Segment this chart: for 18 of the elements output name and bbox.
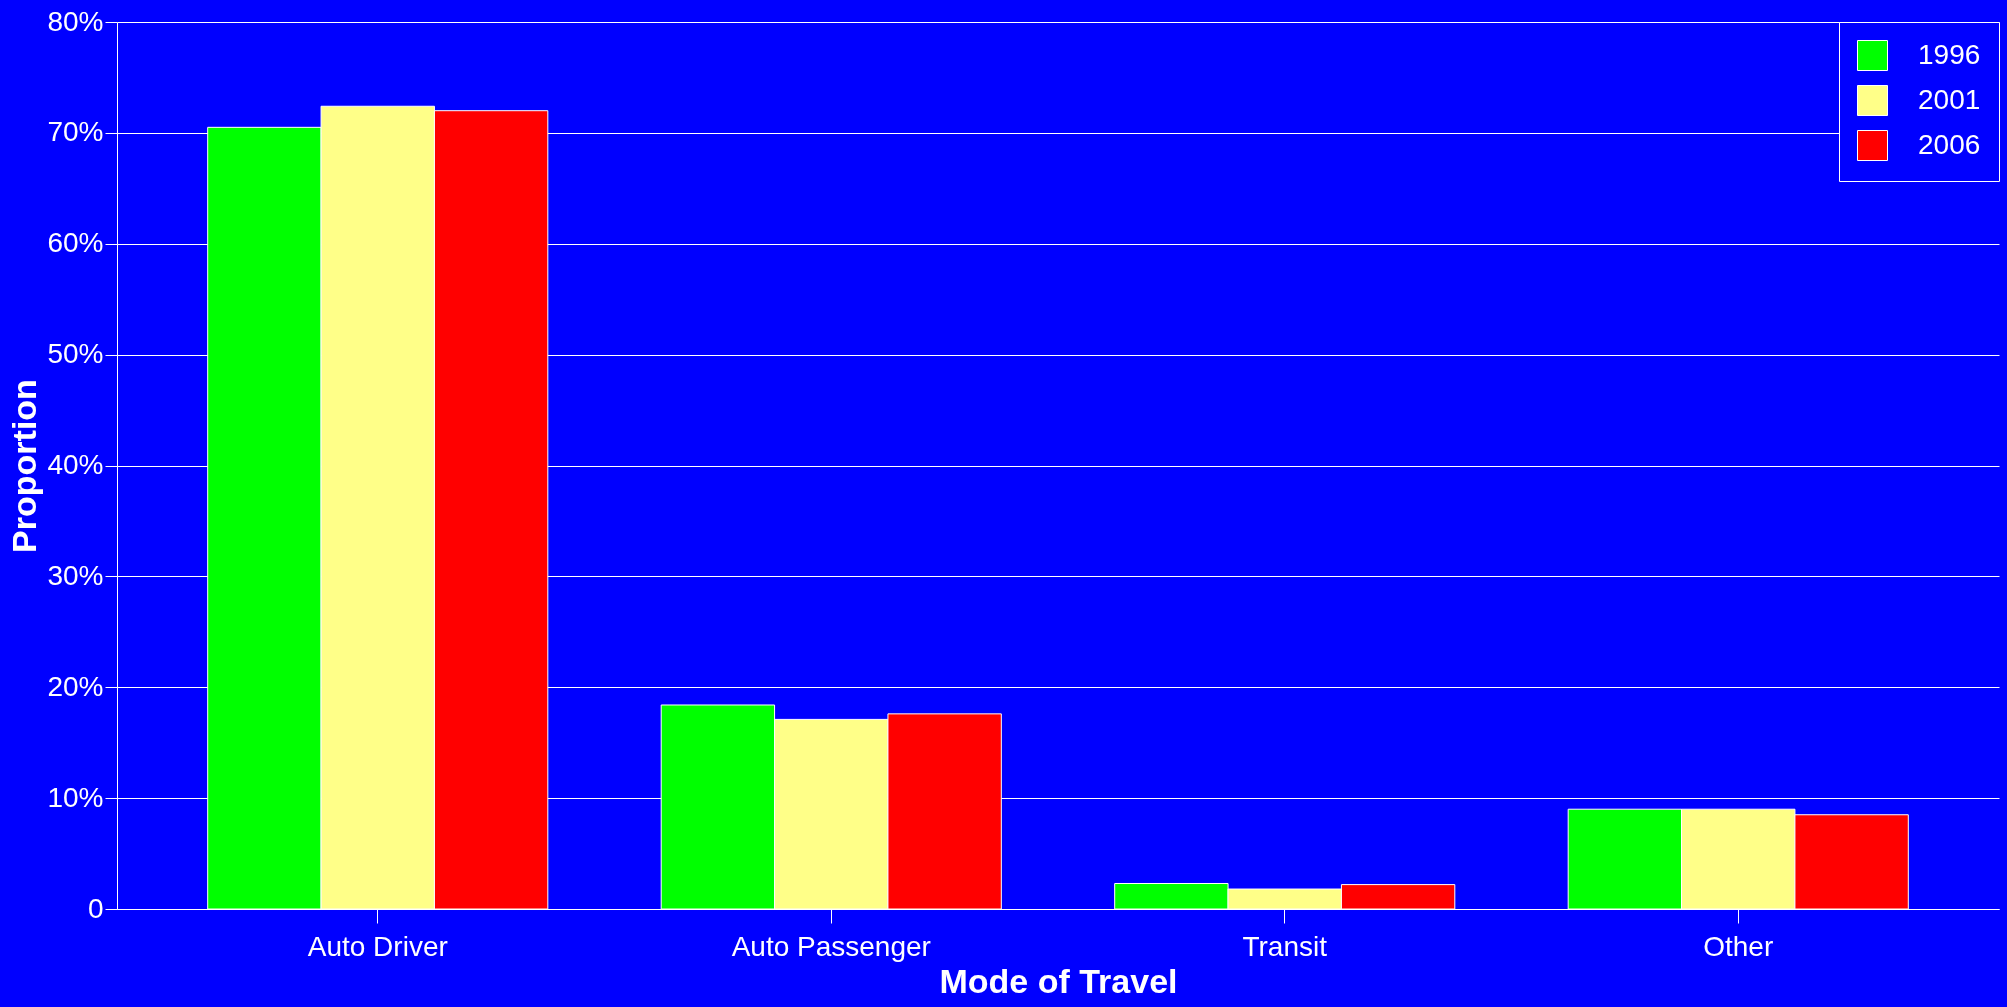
x-tick-label: Transit: [1242, 930, 1328, 962]
y-tick-label: 60%: [47, 227, 104, 259]
x-axis-title: Mode of Travel: [939, 961, 1178, 1000]
y-tick-label: 10%: [47, 781, 104, 813]
x-tick-label: Other: [1703, 930, 1774, 962]
legend-label: 2006: [1918, 128, 1981, 160]
legend-label: 2001: [1918, 83, 1981, 115]
y-tick-label: 30%: [47, 559, 104, 591]
y-tick-label: 50%: [47, 338, 104, 370]
x-tick-label: Auto Passenger: [731, 930, 931, 962]
y-tick-label: 70%: [47, 116, 104, 148]
y-tick-label: 20%: [47, 670, 104, 702]
y-axis-title: Proportion: [5, 379, 44, 553]
y-tick-label: 80%: [47, 5, 104, 37]
y-tick-label: 0: [87, 892, 104, 924]
y-tick-label: 40%: [47, 449, 104, 480]
legend-label: 1996: [1918, 38, 1981, 70]
x-tick-label: Auto Driver: [307, 930, 448, 962]
